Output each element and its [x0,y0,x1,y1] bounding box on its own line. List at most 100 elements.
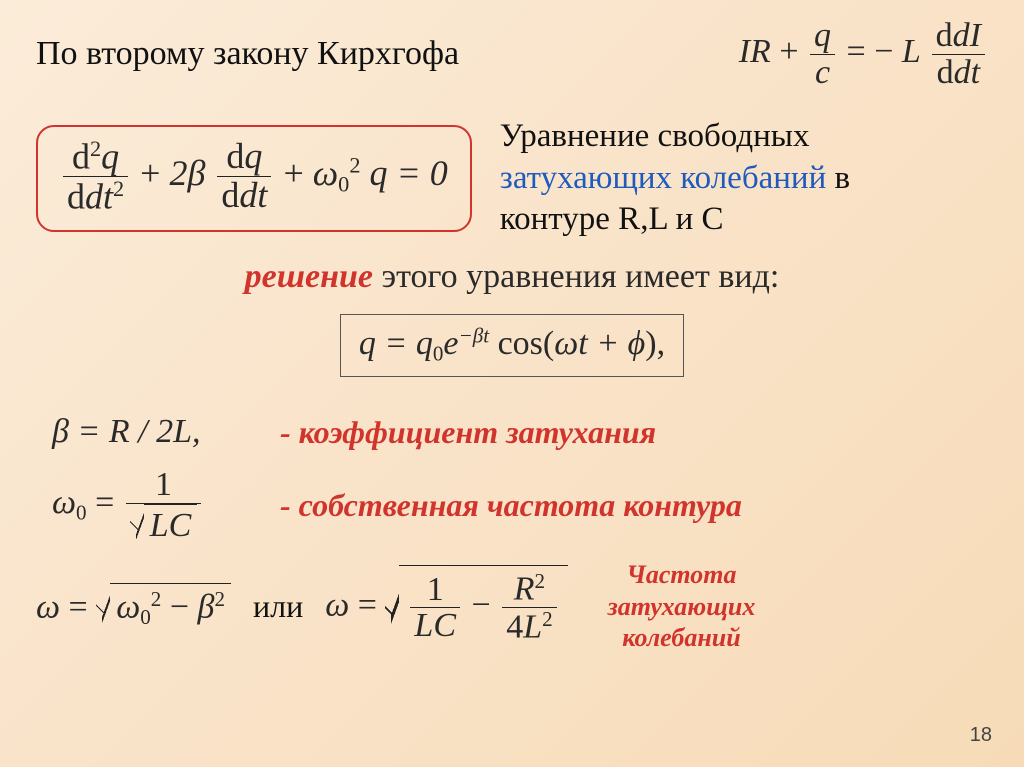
omega-eq1: ω = ω02 − β2 [36,583,231,630]
radicand: 1 LC − R2 4L2 [399,565,567,648]
eq-part: + [779,33,798,70]
freq-l2: затухающих [608,591,756,622]
eq-part: 2β [169,153,205,193]
eq-part: dt [954,54,980,91]
desc-rest: в [826,160,850,196]
ode-box: d2q ddt2 + 2β dq ddt + ω02 q = 0 [36,125,472,232]
eq-part: β [198,588,215,625]
sqrt: ω02 − β2 [96,583,231,630]
freq-l3: колебаний [608,622,756,653]
eq-part: ω [52,484,76,521]
eq-den: c [810,54,835,91]
solution-box: q = q0e−βt cos(ωt + ϕ), [340,314,684,377]
eq-fraction: q c [810,18,835,90]
eq-part: = [95,484,123,521]
radicand: LC [144,504,198,544]
eq-num: d2q [63,137,128,176]
beta-equation: β = R / 2L, [52,413,252,451]
eq-den: LC [410,607,460,644]
eq-sub: 0 [433,341,444,365]
eq-part: = − [847,33,894,70]
desc-line1: Уравнение свободных [500,116,850,157]
eq-part: q [244,136,262,176]
eq-sup: 2 [90,136,101,161]
freq-label: Частота затухающих колебаний [608,559,756,653]
or-word: или [253,588,303,625]
eq-den: 4L2 [502,607,556,645]
beta-label: - коэффициент затухания [280,414,656,451]
eq-fraction: 1 LC [410,572,460,644]
desc-blue: затухающих колебаний [500,160,826,196]
eq-part: dt [239,175,267,215]
desc-line3: контуре R,L и C [500,199,850,240]
solution-word: решение [245,258,373,295]
omega0-equation: ω0 = 1 LC [52,467,252,543]
ode-description: Уравнение свободных затухающих колебаний… [500,116,850,240]
eq-part: = [358,586,386,623]
eq-part: + [140,153,160,193]
eq-part: L [902,33,920,70]
omega-eq2: ω = 1 LC − R2 4L2 [325,565,567,648]
omega0-def-row: ω0 = 1 LC - собственная частота контура [52,467,988,543]
eq-part: ωt + ϕ [554,325,645,362]
freq-l1: Частота [608,559,756,590]
slide: По второму закону Кирхгофа IR + q c = − … [0,0,1024,767]
eq-sub: 0 [338,171,349,196]
omega0-label: - собственная частота контура [280,487,742,524]
solution-equation: q = q0e−βt cos(ωt + ϕ), [359,325,665,362]
eq-den: LC [126,503,202,544]
beta-def-row: β = R / 2L, - коэффициент затухания [52,413,988,451]
eq-sup: 2 [151,587,162,611]
eq-den: ddt [932,54,985,91]
eq-sup: 2 [349,152,360,177]
eq-sup: 2 [535,569,546,593]
eq-part: L [523,609,542,646]
sqrt: LC [130,504,198,544]
eq-part: = [69,588,97,625]
eq-den: ddt2 [63,176,128,216]
eq-part: q = 0 [369,153,447,193]
eq-part: β = R / 2L, [52,413,201,450]
eq-part: R [514,571,535,608]
eq-part: − [170,588,198,625]
radicand: ω02 − β2 [110,583,231,630]
page-number: 18 [970,724,992,747]
eq-sub: 0 [76,500,87,524]
eq-part: ω [36,588,60,625]
eq-part: 4 [506,609,523,646]
eq-part: + [283,153,303,193]
row-ode: d2q ddt2 + 2β dq ddt + ω02 q = 0 Уравнен… [36,116,988,240]
ode-frac1: d2q ddt2 [63,137,128,216]
eq-part: ω [313,153,338,193]
eq-sub: 0 [140,605,151,629]
eq-sup: −βt [459,323,490,347]
eq-part: ), [645,325,665,362]
ode-equation: d2q ddt2 + 2β dq ddt + ω02 q = 0 [60,137,448,216]
sqrt: 1 LC − R2 4L2 [385,565,567,648]
eq-sup: 2 [113,176,124,201]
eq-part: e [443,325,458,362]
eq-part: − [472,586,500,623]
title-text: По второму закону Кирхгофа [36,35,459,73]
eq-num: dq [217,138,271,176]
ode-frac2: dq ddt [217,138,271,215]
eq-fraction: R2 4L2 [502,570,556,646]
eq-num: R2 [502,570,556,607]
eq-num: 1 [410,572,460,608]
eq-part: q = q [359,325,433,362]
eq-kirchhoff: IR + q c = − L ddI ddt [739,18,988,90]
desc-line2: затухающих колебаний в [500,158,850,199]
eq-sup: 2 [214,587,225,611]
eq-num: 1 [126,467,202,503]
eq-part: q [101,136,119,176]
omega-row: ω = ω02 − β2 или ω = 1 LC − [36,559,988,653]
solution-intro: решение этого уравнения имеет вид: [36,258,988,296]
eq-fraction: 1 LC [126,467,202,543]
eq-sup: 2 [542,607,553,631]
eq-fraction: ddI ddt [932,18,985,90]
eq-part: cos( [498,325,555,362]
eq-part: ω [116,588,140,625]
eq-den: ddt [217,176,271,215]
eq-part: dI [953,17,981,54]
eq-part: ω [325,586,349,623]
